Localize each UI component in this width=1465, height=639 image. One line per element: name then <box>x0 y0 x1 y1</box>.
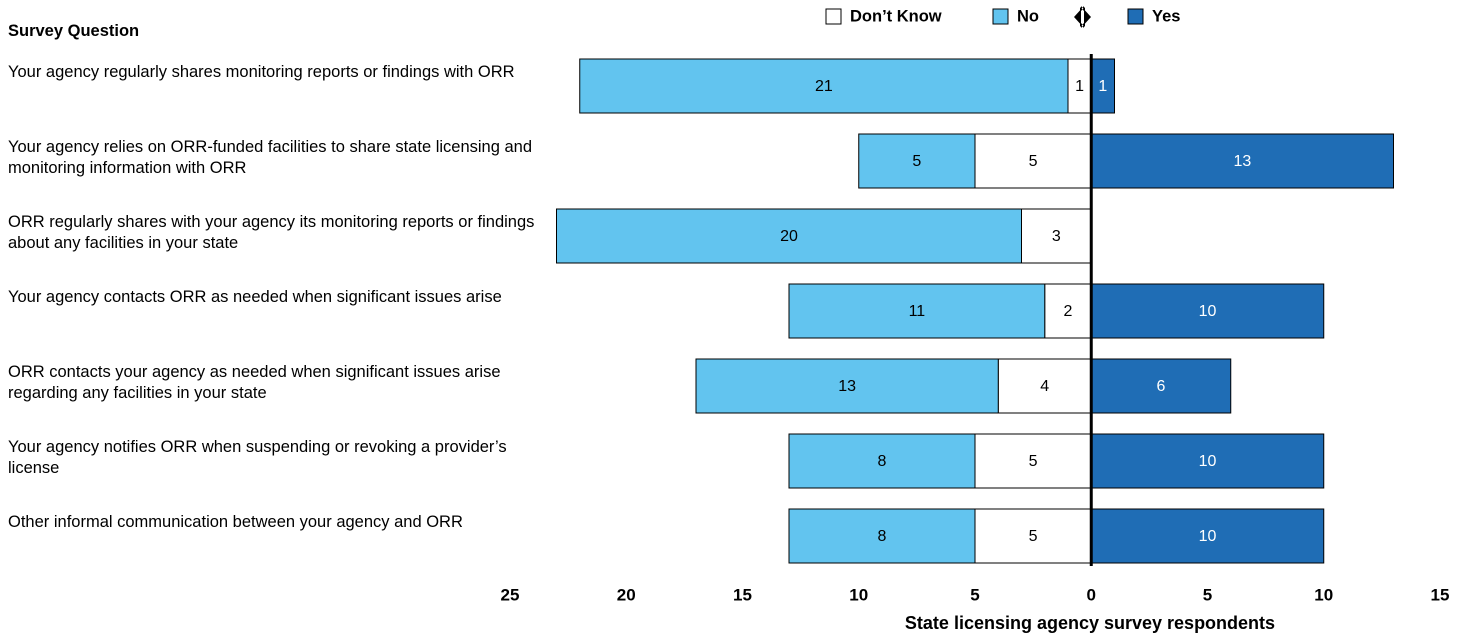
legend-swatch <box>825 8 842 25</box>
bar <box>974 433 1092 489</box>
bar <box>858 133 976 189</box>
x-tick-label: 15 <box>733 585 752 604</box>
x-tick-label: 5 <box>970 585 979 604</box>
bar <box>788 508 976 564</box>
bar <box>695 358 999 414</box>
category-label: Your agency relies on ORR-funded facilit… <box>8 138 533 177</box>
bar <box>579 58 1069 114</box>
data-label: 10 <box>1199 303 1217 320</box>
data-label: 5 <box>1029 453 1038 470</box>
data-label: 8 <box>878 528 887 545</box>
data-label: 5 <box>912 153 921 170</box>
x-axis-label: State licensing agency survey respondent… <box>905 613 1275 633</box>
data-label: 20 <box>780 228 798 245</box>
legend-diamond-outline <box>1074 6 1091 28</box>
x-tick-label: 25 <box>501 585 520 604</box>
data-label: 6 <box>1157 378 1166 395</box>
bar <box>974 133 1092 189</box>
category-label: Your agency regularly shares monitoring … <box>8 63 515 81</box>
data-label: 1 <box>1075 78 1084 95</box>
bar <box>1044 283 1092 339</box>
category-label: Your agency notifies ORR when suspending… <box>8 438 507 477</box>
bar <box>556 208 1022 264</box>
bar <box>1090 358 1232 414</box>
x-tick-label: 10 <box>1314 585 1333 604</box>
data-label: 1 <box>1098 78 1107 95</box>
bar <box>997 358 1092 414</box>
data-label: 4 <box>1040 378 1049 395</box>
x-tick-label: 0 <box>1087 585 1096 604</box>
legend-label: Don’t Know <box>850 7 942 25</box>
legend-swatch <box>992 8 1009 25</box>
bar <box>1090 283 1325 339</box>
data-label: 13 <box>838 378 856 395</box>
data-label: 13 <box>1233 153 1251 170</box>
legend-label: No <box>1017 7 1039 25</box>
legend-label: Yes <box>1152 7 1180 25</box>
data-label: 10 <box>1199 528 1217 545</box>
x-tick-label: 5 <box>1203 585 1212 604</box>
bar <box>788 283 1046 339</box>
data-label: 8 <box>878 453 887 470</box>
category-header: Survey Question <box>8 22 140 40</box>
bar <box>1090 433 1325 489</box>
x-tick-label: 10 <box>849 585 868 604</box>
category-label: Other informal communication between you… <box>8 513 463 531</box>
data-label: 2 <box>1064 303 1073 320</box>
data-label: 21 <box>815 78 833 95</box>
bar <box>788 433 976 489</box>
category-label: ORR contacts your agency as needed when … <box>8 363 501 402</box>
data-label: 5 <box>1029 528 1038 545</box>
category-label: ORR regularly shares with your agency it… <box>8 213 535 252</box>
x-tick-label: 15 <box>1431 585 1450 604</box>
bar <box>974 508 1092 564</box>
legend-swatch <box>1127 8 1144 25</box>
data-label: 11 <box>909 303 926 320</box>
x-tick-label: 20 <box>617 585 636 604</box>
bar <box>1021 208 1092 264</box>
data-label: 5 <box>1029 153 1038 170</box>
category-label: Your agency contacts ORR as needed when … <box>8 288 502 306</box>
data-label: 10 <box>1199 453 1217 470</box>
data-label: 3 <box>1052 228 1061 245</box>
